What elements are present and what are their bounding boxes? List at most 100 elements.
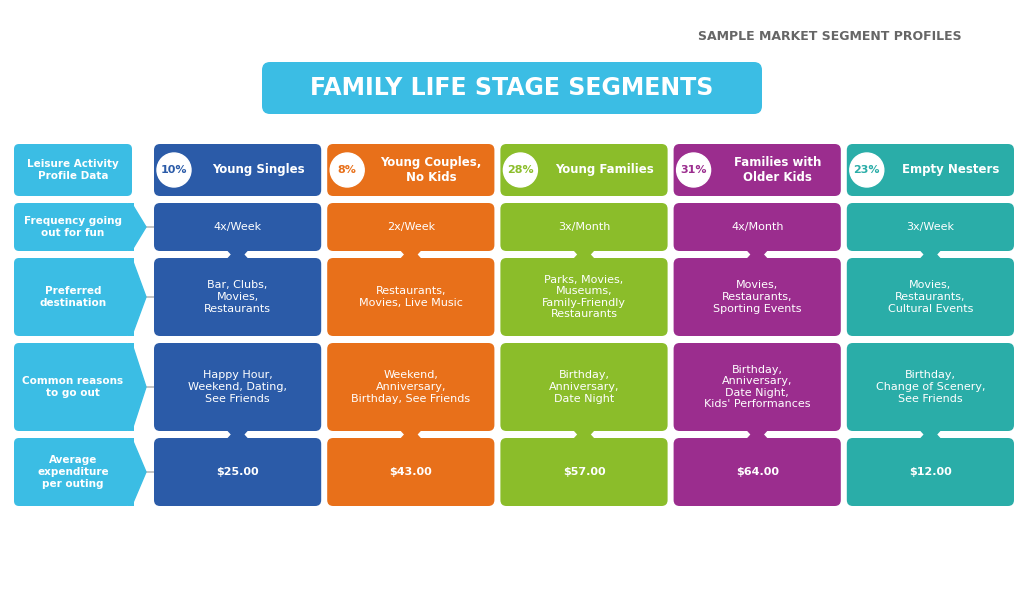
Text: Birthday,
Anniversary,
Date Night: Birthday, Anniversary, Date Night	[549, 370, 620, 403]
Polygon shape	[748, 428, 767, 439]
FancyBboxPatch shape	[154, 203, 322, 251]
Polygon shape	[921, 250, 940, 261]
FancyBboxPatch shape	[14, 438, 132, 506]
FancyBboxPatch shape	[847, 343, 1014, 431]
Bar	[128, 258, 134, 336]
FancyBboxPatch shape	[154, 438, 322, 506]
Text: Empty Nesters: Empty Nesters	[902, 164, 999, 176]
FancyBboxPatch shape	[501, 438, 668, 506]
Text: Leisure Activity
Profile Data: Leisure Activity Profile Data	[27, 159, 119, 181]
Text: Common reasons
to go out: Common reasons to go out	[23, 376, 124, 398]
Polygon shape	[132, 204, 146, 250]
FancyBboxPatch shape	[847, 438, 1014, 506]
Text: FAMILY LIFE STAGE SEGMENTS: FAMILY LIFE STAGE SEGMENTS	[310, 76, 714, 100]
FancyBboxPatch shape	[328, 203, 495, 251]
Polygon shape	[921, 430, 940, 441]
Circle shape	[850, 153, 884, 187]
Polygon shape	[227, 428, 248, 439]
Text: 4x/Week: 4x/Week	[214, 222, 262, 232]
Text: Restaurants,
Movies, Live Music: Restaurants, Movies, Live Music	[358, 286, 463, 308]
Text: 3x/Week: 3x/Week	[906, 222, 954, 232]
Polygon shape	[748, 250, 767, 261]
FancyBboxPatch shape	[674, 144, 841, 196]
Text: 4x/Month: 4x/Month	[731, 222, 783, 232]
Text: $57.00: $57.00	[562, 467, 605, 477]
Text: Young Families: Young Families	[555, 164, 654, 176]
Text: 23%: 23%	[854, 165, 880, 175]
Polygon shape	[748, 248, 767, 259]
Text: Weekend,
Anniversary,
Birthday, See Friends: Weekend, Anniversary, Birthday, See Frie…	[351, 370, 470, 403]
Circle shape	[330, 153, 365, 187]
Polygon shape	[400, 248, 421, 259]
FancyBboxPatch shape	[14, 258, 132, 336]
Text: Birthday,
Anniversary,
Date Night,
Kids' Performances: Birthday, Anniversary, Date Night, Kids'…	[703, 365, 810, 409]
FancyBboxPatch shape	[14, 343, 132, 431]
Bar	[128, 203, 134, 251]
Polygon shape	[748, 430, 767, 441]
FancyBboxPatch shape	[328, 343, 495, 431]
Circle shape	[157, 153, 191, 187]
FancyBboxPatch shape	[501, 144, 668, 196]
Text: Bar, Clubs,
Movies,
Restaurants: Bar, Clubs, Movies, Restaurants	[204, 281, 271, 314]
Polygon shape	[400, 428, 421, 439]
Polygon shape	[921, 248, 940, 259]
Text: 28%: 28%	[507, 165, 534, 175]
Text: Frequency going
out for fun: Frequency going out for fun	[24, 216, 122, 238]
Polygon shape	[921, 428, 940, 439]
Text: Happy Hour,
Weekend, Dating,
See Friends: Happy Hour, Weekend, Dating, See Friends	[188, 370, 287, 403]
FancyBboxPatch shape	[501, 343, 668, 431]
Text: 2x/Week: 2x/Week	[387, 222, 435, 232]
FancyBboxPatch shape	[674, 203, 841, 251]
Polygon shape	[574, 248, 594, 259]
Circle shape	[504, 153, 538, 187]
Text: Parks, Movies,
Museums,
Family-Friendly
Restaurants: Parks, Movies, Museums, Family-Friendly …	[542, 275, 626, 320]
FancyBboxPatch shape	[674, 343, 841, 431]
FancyBboxPatch shape	[328, 144, 495, 196]
Polygon shape	[132, 344, 146, 430]
Polygon shape	[132, 439, 146, 505]
Text: Average
expenditure
per outing: Average expenditure per outing	[37, 455, 109, 489]
FancyBboxPatch shape	[847, 258, 1014, 336]
Text: Families with
Older Kids: Families with Older Kids	[734, 156, 821, 184]
Text: $43.00: $43.00	[389, 467, 432, 477]
Text: Preferred
destination: Preferred destination	[40, 286, 106, 308]
Text: Movies,
Restaurants,
Cultural Events: Movies, Restaurants, Cultural Events	[888, 281, 973, 314]
FancyBboxPatch shape	[501, 258, 668, 336]
Polygon shape	[227, 430, 248, 441]
Text: $25.00: $25.00	[216, 467, 259, 477]
Text: Young Couples,
No Kids: Young Couples, No Kids	[381, 156, 482, 184]
FancyBboxPatch shape	[14, 144, 132, 196]
FancyBboxPatch shape	[847, 144, 1014, 196]
Text: SAMPLE MARKET SEGMENT PROFILES: SAMPLE MARKET SEGMENT PROFILES	[698, 31, 962, 43]
Polygon shape	[132, 259, 146, 335]
FancyBboxPatch shape	[501, 203, 668, 251]
Text: 31%: 31%	[680, 165, 707, 175]
FancyBboxPatch shape	[674, 258, 841, 336]
FancyBboxPatch shape	[154, 258, 322, 336]
Polygon shape	[227, 248, 248, 259]
Polygon shape	[574, 430, 594, 441]
Text: Birthday,
Change of Scenery,
See Friends: Birthday, Change of Scenery, See Friends	[876, 370, 985, 403]
FancyBboxPatch shape	[674, 438, 841, 506]
Polygon shape	[227, 250, 248, 261]
Text: Young Singles: Young Singles	[212, 164, 304, 176]
FancyBboxPatch shape	[262, 62, 762, 114]
Text: 8%: 8%	[338, 165, 356, 175]
FancyBboxPatch shape	[154, 343, 322, 431]
Bar	[128, 438, 134, 506]
FancyBboxPatch shape	[154, 144, 322, 196]
Circle shape	[677, 153, 711, 187]
FancyBboxPatch shape	[847, 203, 1014, 251]
Text: Movies,
Restaurants,
Sporting Events: Movies, Restaurants, Sporting Events	[713, 281, 802, 314]
FancyBboxPatch shape	[328, 258, 495, 336]
Polygon shape	[574, 250, 594, 261]
Text: 3x/Month: 3x/Month	[558, 222, 610, 232]
Text: $12.00: $12.00	[909, 467, 951, 477]
FancyBboxPatch shape	[328, 438, 495, 506]
Text: $64.00: $64.00	[735, 467, 778, 477]
Bar	[128, 343, 134, 431]
Polygon shape	[400, 430, 421, 441]
Text: 10%: 10%	[161, 165, 187, 175]
Polygon shape	[574, 428, 594, 439]
Polygon shape	[400, 250, 421, 261]
